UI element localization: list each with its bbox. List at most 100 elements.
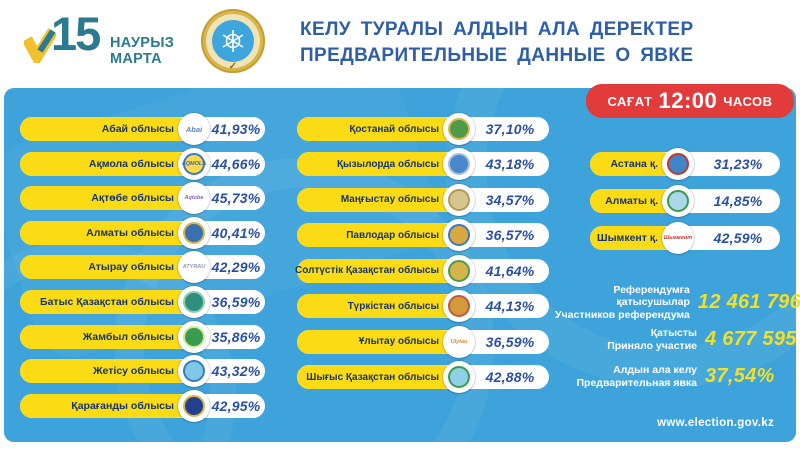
region-turnout-value: 41,93% (211, 121, 261, 137)
region-row: Қарағанды облысы 42,95% (20, 389, 265, 422)
emblem-ornament-icon (212, 20, 254, 62)
region-row: Ақмола облысы AQMOLA 44,66% (20, 147, 265, 180)
region-name-pill: Ұлытау облысы (297, 329, 455, 354)
region-name: Атырау облысы (88, 261, 174, 274)
region-emblem-icon (178, 320, 210, 353)
region-emblem-icon: Шымкент (662, 222, 694, 254)
stat-value: 37,54% (705, 365, 775, 387)
region-turnout-value: 14,85% (713, 193, 763, 209)
region-turnout-value: 36,57% (485, 227, 535, 244)
stat-turnout: Алдын ала келу Предварительная явка 37,5… (551, 358, 800, 395)
region-emblem-icon (178, 216, 210, 249)
region-emblem-disc (448, 259, 470, 282)
region-turnout-value: 31,23% (713, 156, 763, 172)
region-emblem-disc (448, 295, 470, 318)
region-row: Жамбыл облысы 35,86% (20, 320, 265, 353)
region-emblem-icon (178, 286, 210, 318)
region-turnout-value: 42,95% (211, 397, 261, 414)
region-name: Алматы облысы (86, 226, 174, 239)
region-name: Солтүстік Қазақстан облысы (295, 265, 439, 277)
region-name: Маңғыстау облысы (340, 194, 439, 206)
region-row: Түркістан облысы 44,13% (297, 290, 549, 323)
region-name: Қызылорда облысы (336, 158, 439, 170)
region-name: Түркістан облысы (347, 300, 439, 312)
region-emblem-icon (443, 183, 475, 216)
region-row: Шығыс Қазақстан облысы 42,88% (297, 361, 549, 393)
stat-participants: Референдумға қатысушылар Участников рефе… (551, 284, 800, 321)
region-row: Қызылорда облысы 43,18% (297, 148, 549, 181)
region-turnout-value: 42,59% (713, 230, 763, 246)
region-turnout-value: 44,66% (211, 155, 261, 172)
region-name-pill: Алматы қ. (590, 189, 674, 213)
region-turnout-value: 36,59% (211, 294, 261, 310)
region-row: Алматы облысы 40,41% (20, 216, 265, 249)
region-name-pill: Батыс Қазақстан облысы (20, 290, 190, 314)
region-turnout-value: 36,59% (485, 333, 535, 350)
region-emblem-icon: AQMOLA (178, 147, 210, 180)
region-emblem-icon (443, 254, 475, 287)
date-month-kk: НАУРЫЗ (110, 35, 175, 51)
region-name-pill: Қостанай облысы (297, 117, 455, 141)
region-emblem-disc (448, 224, 470, 247)
region-name: Ақтөбе облысы (91, 192, 174, 205)
stat-label-kk: Алдын ала келу (613, 363, 697, 376)
stat-label: Алдын ала келу Предварительная явка (551, 363, 698, 389)
stat-label-ru: Предварительная явка (576, 376, 698, 389)
region-emblem-disc (448, 118, 470, 140)
region-name: Жетісу облысы (93, 365, 174, 378)
region-row: Қостанай облысы 37,10% (297, 113, 549, 145)
region-name-pill: Алматы облысы (20, 220, 190, 245)
stat-label-kk: Қатысты (650, 326, 697, 339)
region-row: Шымкент қ. Шымкент 42,59% (590, 222, 780, 254)
region-name: Шығыс Қазақстан облысы (306, 371, 439, 383)
region-name: Жамбыл облысы (82, 330, 174, 343)
region-row: Жетісу облысы 43,32% (20, 355, 265, 388)
region-emblem-text: Шымкент (663, 235, 693, 241)
title-line-kk: КЕЛУ ТУРАЛЫ АЛДЫН АЛА ДЕРЕКТЕР (300, 19, 694, 40)
stat-took-part: Қатысты Приняло участие 4 677 595 (551, 321, 800, 358)
totals-block: Референдумға қатысушылар Участников рефе… (551, 284, 800, 395)
title-line-ru: ПРЕДВАРИТЕЛЬНЫЕ ДАННЫЕ О ЯВКЕ (300, 45, 694, 66)
region-row: Солтүстік Қазақстан облысы 41,64% (295, 254, 549, 287)
region-emblem-icon (443, 219, 475, 252)
date-month-ru: МАРТА (110, 50, 162, 67)
region-name-pill: Павлодар облысы (297, 223, 455, 248)
region-name-pill: Ақтөбе облысы (20, 186, 190, 211)
region-emblem-icon (662, 148, 694, 180)
region-emblem-icon: Abai (178, 113, 210, 145)
region-turnout-value: 43,32% (211, 363, 261, 380)
region-emblem-icon (178, 355, 210, 388)
region-name-pill: Абай облысы (20, 117, 190, 141)
time-badge-time: 12:00 (658, 88, 718, 113)
region-row: Астана қ. 31,23% (590, 148, 780, 180)
time-badge: САҒАТ 12:00 ЧАСОВ (586, 84, 794, 118)
region-emblem-text: Aqtobe (184, 195, 204, 202)
region-emblem-icon: Aqtobe (178, 182, 210, 215)
region-name-pill: Атырау облысы (20, 255, 190, 280)
region-turnout-value: 41,64% (485, 262, 535, 279)
region-row: Маңғыстау облысы 34,57% (297, 183, 549, 216)
region-emblem-disc (183, 325, 205, 348)
region-name: Астана қ. (610, 158, 658, 170)
region-row: Ұлытау облысы Ulytau 36,59% (297, 325, 549, 358)
region-name-pill: Ақмола облысы (20, 151, 190, 176)
region-row: Абай облысы Abai 41,93% (20, 113, 265, 145)
region-turnout-value: 43,18% (485, 156, 535, 173)
region-name-pill: Жамбыл облысы (20, 324, 190, 349)
region-emblem-disc (183, 394, 205, 417)
region-name: Қостанай облысы (349, 123, 439, 135)
region-name: Алматы қ. (605, 195, 658, 207)
region-name-pill: Шығыс Қазақстан облысы (297, 365, 455, 389)
region-emblem-text: ATYRAU (182, 264, 206, 271)
region-name-pill: Түркістан облысы (297, 294, 455, 319)
region-name: Шымкент қ. (597, 232, 658, 244)
region-row: Павлодар облысы 36,57% (297, 219, 549, 252)
emblem-check-icon: ✓ (228, 61, 238, 72)
region-emblem-icon: Ulytau (443, 325, 475, 358)
region-emblem-disc (667, 153, 689, 175)
region-emblem-text: AQMOLA (181, 160, 207, 167)
region-emblem-disc (448, 366, 470, 388)
region-turnout-value: 45,73% (211, 190, 261, 207)
region-name: Ұлытау облысы (358, 336, 439, 348)
region-name-pill: Шымкент қ. (590, 226, 674, 250)
